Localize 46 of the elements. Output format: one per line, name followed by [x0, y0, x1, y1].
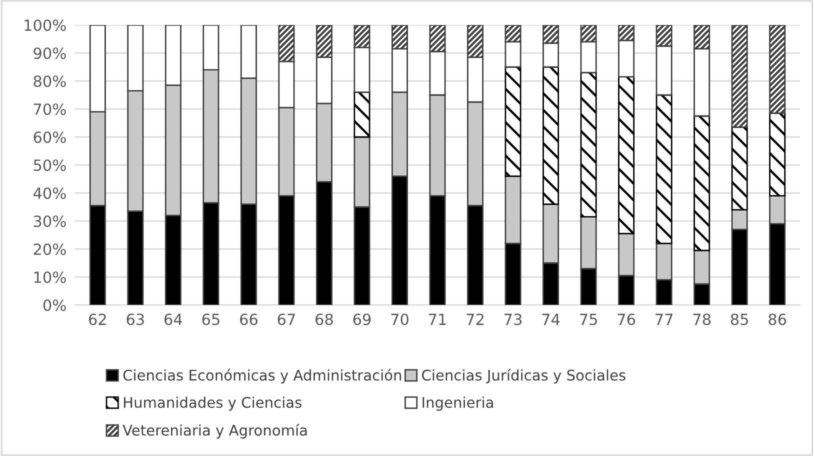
- bar: [504, 66, 522, 177]
- x-tick-label: 64: [164, 314, 182, 326]
- bar: [731, 25, 748, 128]
- x-tick-label: 73: [504, 314, 522, 326]
- y-tick-label: 80%: [34, 75, 66, 88]
- y-tick-label: 20%: [34, 243, 66, 256]
- x-tick-label: 68: [316, 314, 333, 326]
- x-tick-label: 74: [542, 314, 560, 325]
- y-tick-label: 60%: [34, 131, 66, 144]
- x-tick-label: 69: [353, 314, 371, 326]
- legend-label: Ciencias Jurídicas y Sociales: [422, 368, 626, 384]
- y-tick-label: 30%: [34, 215, 66, 228]
- x-tick-label: 62: [89, 314, 106, 326]
- bar: [618, 76, 635, 234]
- x-tick-label: 78: [693, 314, 710, 326]
- x-tick-label: 75: [580, 314, 597, 326]
- legend-label: Ciencias Económicas y Administración: [123, 368, 402, 384]
- y-tick-label: 70%: [34, 103, 66, 116]
- x-tick-label: 76: [618, 314, 636, 326]
- x-tick-label: 72: [466, 314, 484, 325]
- y-tick-label: 50%: [34, 159, 66, 172]
- bar: [354, 92, 370, 138]
- x-tick-label: 63: [126, 314, 144, 326]
- bar: [769, 112, 786, 196]
- bar: [769, 25, 786, 114]
- y-tick-label: 100%: [24, 19, 66, 32]
- x-tick-label: 66: [240, 314, 258, 326]
- x-tick-label: 71: [429, 314, 446, 325]
- bar: [731, 126, 748, 210]
- x-tick-label: 85: [730, 314, 748, 326]
- legend-label: Ingenieria: [422, 396, 493, 411]
- y-tick-label: 10%: [34, 271, 66, 284]
- legend-label: Humanidades y Ciencias: [124, 396, 302, 411]
- x-tick-label: 77: [656, 314, 672, 325]
- legend-label: Vetereniaria y Agronomía: [122, 424, 307, 439]
- x-tick-label: 86: [768, 314, 786, 326]
- y-tick-label: 0%: [43, 299, 66, 312]
- x-tick-label: 70: [391, 314, 408, 326]
- bar: [580, 72, 597, 218]
- bar: [656, 94, 672, 244]
- bar: [694, 115, 710, 252]
- x-tick-label: 65: [202, 314, 220, 326]
- bar: [542, 66, 560, 205]
- y-tick-label: 90%: [34, 47, 66, 60]
- y-tick-label: 40%: [33, 187, 66, 200]
- x-tick-label: 67: [278, 314, 295, 326]
